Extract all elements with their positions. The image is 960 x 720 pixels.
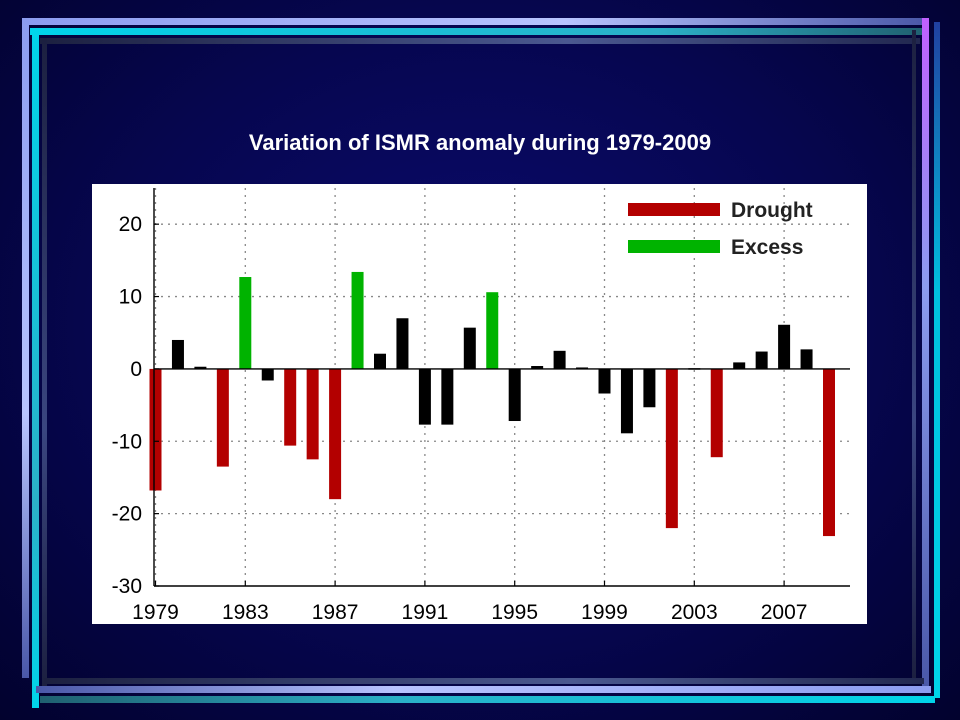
bar-1995 (508, 368, 521, 422)
frame-bottom-light (36, 686, 931, 693)
x-tick-label: 1987 (312, 601, 359, 624)
y-tick-label: 20 (119, 213, 142, 236)
x-tick-label: 2007 (761, 601, 808, 624)
bar-1996 (531, 366, 544, 369)
bar-2008 (800, 349, 813, 369)
legend-swatch-drought (628, 203, 720, 216)
frame-right-light (922, 18, 929, 688)
frame-bottom-cyan (40, 696, 935, 703)
x-tick-label: 1991 (402, 601, 449, 624)
legend-layer: Drought Excess (628, 199, 813, 259)
frame-left-cyan (32, 28, 39, 708)
bar-1979 (149, 368, 162, 491)
bar-1984 (261, 368, 274, 381)
frame-bottom-dark (44, 678, 924, 684)
bar-2004 (710, 368, 723, 458)
bar-1992 (441, 368, 454, 425)
bar-1983 (239, 277, 252, 369)
bar-1994 (486, 292, 499, 369)
bar-1999 (598, 368, 611, 394)
bar-2007 (778, 324, 791, 369)
frame-top-cyan (30, 28, 925, 35)
frame-right-cyan (934, 22, 940, 698)
bar-1985 (284, 368, 297, 446)
bar-1991 (418, 368, 431, 425)
frame-left-light (22, 18, 29, 678)
legend-label-drought: Drought (731, 199, 813, 222)
bar-1981 (194, 366, 207, 369)
legend-label-excess: Excess (731, 236, 803, 259)
bar-1997 (553, 350, 566, 369)
bar-1988 (351, 271, 364, 369)
bar-1990 (396, 318, 409, 369)
bar-2000 (620, 368, 633, 434)
slide-title: Variation of ISMR anomaly during 1979-20… (248, 130, 712, 155)
bar-1982 (216, 368, 229, 467)
bar-1993 (463, 327, 476, 369)
chart-panel: 20 10 0 -10 -20 -30 1979 1983 1987 1991 1995 1999 20… (92, 184, 867, 624)
x-tick-label: 1995 (491, 601, 538, 624)
y-tick-label: 0 (130, 358, 142, 381)
legend-swatch-excess (628, 240, 720, 253)
frame-left-dark (42, 38, 47, 688)
bar-2005 (733, 362, 746, 369)
x-tick-label: 1979 (132, 601, 179, 624)
frame-top-light (22, 18, 927, 25)
y-tick-label: -20 (112, 503, 142, 526)
bar-1989 (374, 353, 386, 369)
bar-2009 (823, 368, 835, 537)
x-tick-label: 1983 (222, 601, 269, 624)
y-tick-label: -30 (112, 575, 142, 598)
y-tick-label: 10 (119, 286, 142, 309)
bar-1986 (306, 368, 319, 460)
anomaly-bar-chart: 20 10 0 -10 -20 -30 1979 1983 1987 1991 1995 1999 20… (112, 188, 850, 624)
frame-right-dark (912, 30, 916, 680)
bar-2002 (665, 368, 678, 529)
bar-1980 (171, 339, 184, 369)
axes-layer: 20 10 0 -10 -20 -30 1979 1983 1987 1991 1995 1999 20… (112, 188, 850, 624)
frame-top-dark (40, 38, 920, 44)
x-tick-label: 2003 (671, 601, 718, 624)
bar-2006 (755, 351, 768, 369)
y-tick-label: -10 (112, 430, 142, 453)
bars-layer (149, 271, 835, 537)
x-tick-label: 1999 (581, 601, 628, 624)
bar-2001 (643, 368, 656, 408)
bar-1987 (329, 368, 342, 500)
